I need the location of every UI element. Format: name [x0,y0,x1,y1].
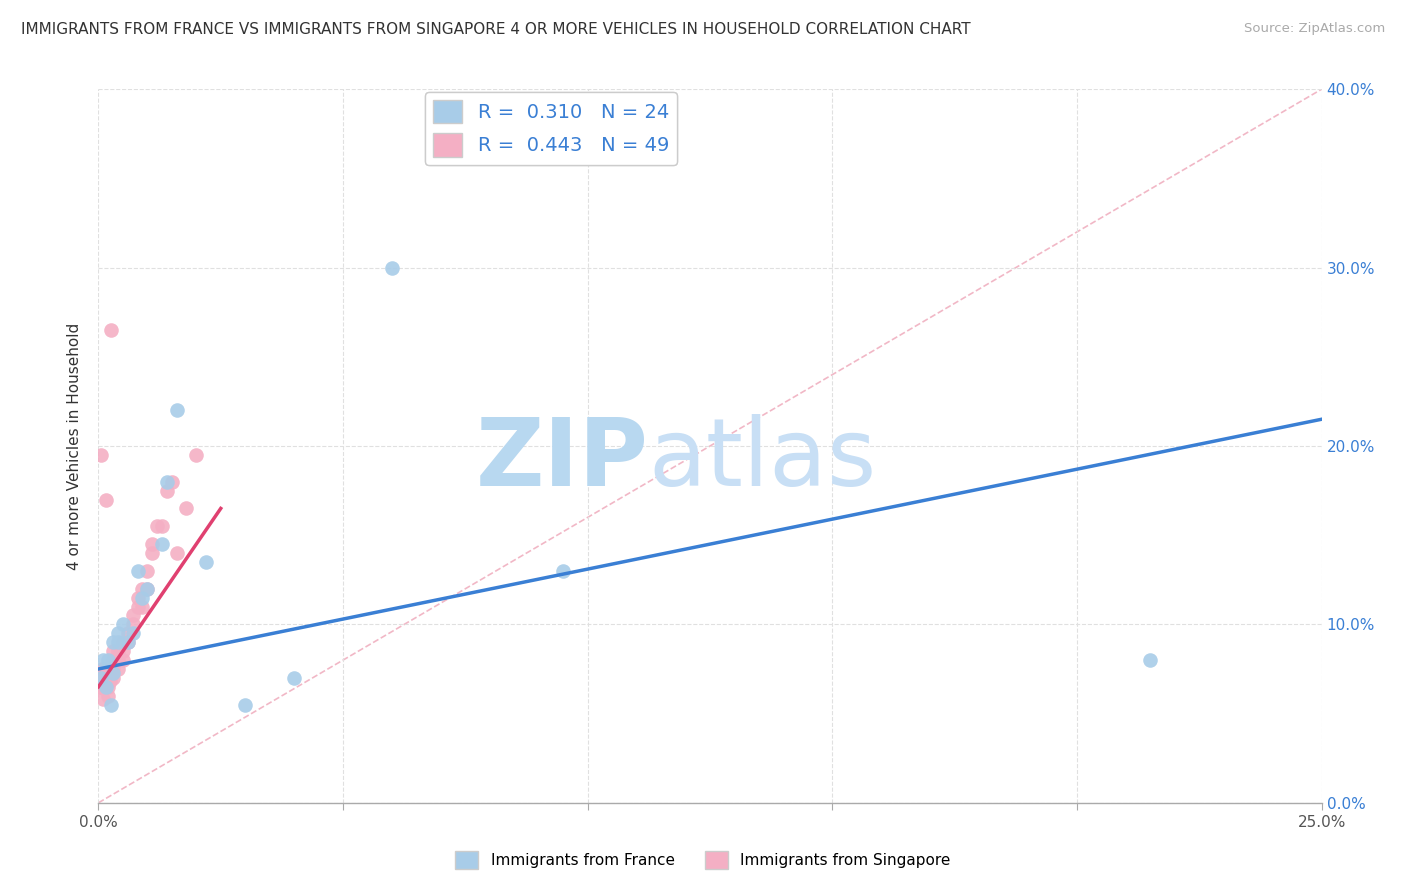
Point [94,671,117,685]
Point [98,665,121,680]
Point [1139,653,1161,667]
Point [176,501,198,516]
Point [131,591,153,605]
Point [90,680,112,694]
Point [97,671,120,685]
Point [121,617,143,632]
Point [91,674,114,689]
Point [94,680,117,694]
Point [136,582,159,596]
Point [233,698,256,712]
Point [94,680,117,694]
Point [101,653,124,667]
Point [150,537,173,551]
Point [127,564,149,578]
Point [90,662,112,676]
Point [107,662,129,676]
Text: ZIP: ZIP [477,414,650,507]
Point [94,667,117,681]
Point [131,599,153,614]
Point [97,680,120,694]
Point [101,644,124,658]
Point [127,599,149,614]
Legend: Immigrants from France, Immigrants from Singapore: Immigrants from France, Immigrants from … [450,845,956,875]
Y-axis label: 4 or more Vehicles in Household: 4 or more Vehicles in Household [67,322,83,570]
Point [89,671,111,685]
Point [127,591,149,605]
Point [111,617,134,632]
Point [101,635,124,649]
Point [141,537,163,551]
Point [136,564,159,578]
Point [94,492,117,507]
Point [107,644,129,658]
Legend: R =  0.310   N = 24, R =  0.443   N = 49: R = 0.310 N = 24, R = 0.443 N = 49 [425,92,676,164]
Point [107,635,129,649]
Point [117,635,139,649]
Point [156,475,179,489]
Point [91,692,114,706]
Point [166,546,188,560]
Point [97,653,120,667]
Point [101,671,124,685]
Point [131,582,153,596]
Point [98,674,121,689]
Point [156,483,179,498]
Point [166,403,188,417]
Point [100,698,122,712]
Point [93,674,115,689]
Point [146,519,169,533]
Point [111,644,134,658]
Point [111,635,134,649]
Point [121,626,143,640]
Text: IMMIGRANTS FROM FRANCE VS IMMIGRANTS FROM SINGAPORE 4 OR MORE VEHICLES IN HOUSEH: IMMIGRANTS FROM FRANCE VS IMMIGRANTS FRO… [21,22,970,37]
Point [381,260,404,275]
Point [111,653,134,667]
Point [195,555,218,569]
Point [136,582,159,596]
Point [90,671,112,685]
Point [97,689,120,703]
Point [107,653,129,667]
Text: Source: ZipAtlas.com: Source: ZipAtlas.com [1244,22,1385,36]
Point [117,635,139,649]
Point [150,519,173,533]
Point [100,323,122,337]
Point [91,671,114,685]
Point [186,448,208,462]
Point [553,564,575,578]
Point [91,680,114,694]
Point [121,608,143,623]
Point [101,665,124,680]
Point [90,448,112,462]
Point [107,626,129,640]
Point [91,653,114,667]
Point [101,662,124,676]
Point [141,546,163,560]
Text: atlas: atlas [650,414,877,507]
Point [89,680,111,694]
Point [96,671,118,685]
Point [90,671,112,685]
Point [96,662,118,676]
Point [283,671,305,685]
Point [160,475,183,489]
Point [117,626,139,640]
